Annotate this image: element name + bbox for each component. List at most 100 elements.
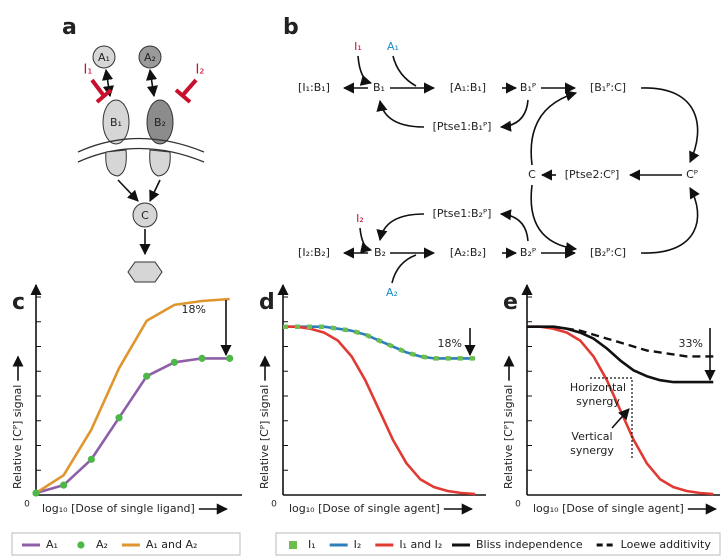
panel-label: d <box>259 290 275 315</box>
legend-box <box>11 532 241 556</box>
series-line <box>283 324 476 361</box>
reaction-arrows <box>342 55 700 284</box>
arrow <box>376 99 425 128</box>
panel-label: b <box>283 15 299 40</box>
arrow <box>357 55 373 86</box>
annotation: 18% <box>438 337 462 350</box>
y-axis-label: Relative [Cᴾ] signal <box>11 385 24 489</box>
node-label: B₂ᴾ <box>520 246 536 259</box>
data-point <box>170 358 178 366</box>
arrow <box>376 213 425 242</box>
charts: c 0 log₁₀ [Dose of single ligand] Relative … <box>11 283 720 551</box>
membrane <box>77 137 205 163</box>
series-line <box>283 325 476 496</box>
data-point <box>115 414 123 422</box>
data-point <box>87 455 95 463</box>
panel-label: e <box>503 290 518 315</box>
panel-b: b I₁ A₁ [I₁:B₁] B₁ [A₁:B₁] B₁ᴾ [B₁ᴾ:C] [… <box>283 15 700 299</box>
receptor-b1 <box>102 99 130 145</box>
series-line <box>35 357 230 495</box>
inhibition <box>90 78 113 104</box>
receptor-base <box>105 149 127 177</box>
legend-label: I₁ and I₂ <box>399 538 442 551</box>
series-line <box>527 325 714 358</box>
legend-label: A₁ and A₂ <box>146 538 198 551</box>
arrow <box>392 55 417 87</box>
series-line <box>35 297 230 495</box>
ligand-a2 <box>138 45 162 69</box>
annotation: synergy <box>576 395 620 408</box>
legend-label: A₂ <box>96 538 108 551</box>
node-label: A₂ <box>386 286 398 299</box>
node-label: [I₁:B₁] <box>298 81 330 94</box>
x-axis-label: log₁₀ [Dose of single ligand] <box>42 502 195 515</box>
arrow <box>640 187 700 254</box>
legend-swatch <box>289 541 297 549</box>
panel-label: a <box>62 15 77 40</box>
arrow <box>530 90 578 166</box>
node-label: C <box>528 168 536 181</box>
annotation: Horizontal <box>570 381 626 394</box>
annotation: synergy <box>570 444 614 457</box>
annotation: Vertical <box>571 430 612 443</box>
inhibitor-label: I₁ <box>83 63 92 78</box>
annotation: 18% <box>182 303 206 316</box>
receptor-base <box>149 149 171 177</box>
inhibition <box>174 78 198 104</box>
node-label: B₁ <box>110 116 122 129</box>
node-label: I₂ <box>356 212 364 225</box>
node-label: [I₂:B₂] <box>298 246 330 259</box>
arrow <box>117 179 139 202</box>
node-label: [Ptse2:Cᴾ] <box>565 168 620 181</box>
arrow <box>149 179 161 203</box>
legend-label: A₁ <box>46 538 58 551</box>
node-label: [Ptse1:B₁ᴾ] <box>433 120 492 133</box>
receptor-b2 <box>146 99 174 145</box>
data-point <box>198 354 206 362</box>
node-label: A₂ <box>144 51 156 64</box>
x-axis-label: log₁₀ [Dose of single agent] <box>289 502 440 515</box>
node-label: B₂ <box>374 246 386 259</box>
arrow <box>359 227 373 254</box>
arrow <box>145 68 159 98</box>
origin-label: 0 <box>515 500 521 510</box>
arrow <box>499 209 529 242</box>
legend-label: Bliss independence <box>476 538 583 551</box>
node-label: B₁ᴾ <box>520 81 536 94</box>
node-c <box>132 202 158 228</box>
data-point <box>32 489 40 497</box>
legend-swatch <box>77 541 85 549</box>
legend-box <box>275 532 721 556</box>
panel-label: c <box>12 290 25 315</box>
annotation: 33% <box>679 337 703 350</box>
panel-a: a A₁ A₂ I₁ I₂ B₁ B₂ C <box>62 15 205 283</box>
synergy-guide <box>590 377 633 458</box>
node-label: [A₂:B₂] <box>450 246 486 259</box>
legend-label: I₁ <box>308 538 316 551</box>
inhibitor-label: I₂ <box>195 63 204 78</box>
legend-label: Loewe additivity <box>621 538 712 551</box>
node-label: B₁ <box>373 81 385 94</box>
arrow <box>499 99 529 132</box>
node-label: A₁ <box>98 51 110 64</box>
origin-label: 0 <box>24 500 30 510</box>
product <box>127 261 163 283</box>
ligand-a1 <box>92 45 116 69</box>
arrow <box>530 184 578 254</box>
node-label: Cᴾ <box>686 168 698 181</box>
node-label: I₁ <box>354 40 362 53</box>
y-axis-label: Relative [Cᴾ] signal <box>258 385 271 489</box>
node-label: [B₂ᴾ:C] <box>590 246 626 259</box>
arrow <box>640 87 700 164</box>
origin-label: 0 <box>271 500 277 510</box>
legend-label: I₂ <box>354 538 362 551</box>
node-label: [Ptse1:B₂ᴾ] <box>433 207 492 220</box>
x-axis-label: log₁₀ [Dose of single agent] <box>533 502 684 515</box>
node-label: A₁ <box>387 40 399 53</box>
annotation-arrow <box>611 408 630 429</box>
node-label: [A₁:B₁] <box>450 81 486 94</box>
y-axis-label: Relative [Cᴾ] signal <box>502 385 515 489</box>
series-line <box>527 325 714 384</box>
node-label: C <box>141 209 149 222</box>
